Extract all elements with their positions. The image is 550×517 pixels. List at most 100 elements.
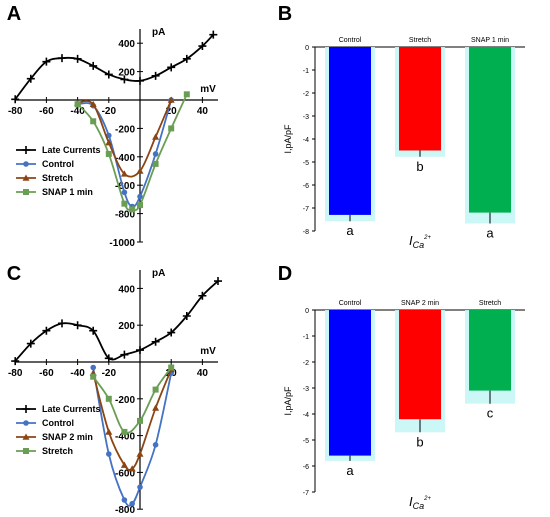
data-point [120,350,129,359]
data-point [11,357,20,366]
category-label: SNAP 1 min [471,37,509,44]
y-axis-title: I,pA/pF [283,386,293,416]
legend-entry: Stretch [42,173,73,183]
data-point [167,328,176,337]
data-point [137,193,143,200]
legend-entry: SNAP 1 min [42,187,93,197]
category-label: Stretch [479,300,501,307]
legend-marker [22,174,30,181]
legend-marker [23,420,29,426]
x-axis-title-main: I [409,233,413,248]
y-tick-label: -6 [303,183,309,190]
data-point [152,442,159,448]
data-point [168,125,175,132]
x-tick-label: 40 [197,106,209,117]
panel-letter: B [278,3,292,25]
y-tick-label: -1 [303,334,309,341]
legend-entry: Late Currents [42,404,101,414]
x-tick-label: 20 [166,106,178,117]
legend-entry: Control [42,159,74,169]
y-tick-label: 200 [118,321,135,332]
x-axis-title-main: I [409,494,413,509]
category-label: Control [339,300,362,307]
y-tick-label: -400 [115,153,135,164]
y-tick-label: -6 [303,464,309,471]
y-tick-label: -600 [115,468,135,479]
data-point [209,30,218,39]
data-point [129,500,135,507]
y-tick-label: 0 [305,308,309,315]
data-point [182,54,191,63]
data-point [26,339,35,348]
y-tick-label: -4 [303,137,309,144]
data-point [73,54,82,63]
x-axis-title: mV [200,84,216,95]
x-axis-title-sup: 2+ [423,235,431,241]
data-point [42,57,51,66]
significance-letter: b [416,434,423,449]
data-point [42,326,51,335]
data-point [58,319,66,328]
legend-marker [22,405,30,413]
x-tick-label: -20 [102,368,117,379]
x-tick-label: -80 [8,368,23,379]
data-point [152,151,159,157]
bar-snap-1-min [469,47,511,213]
data-point [121,189,128,196]
data-point [105,428,113,435]
y-tick-label: 400 [118,39,135,50]
data-point [121,497,128,503]
data-point [58,54,66,63]
x-axis-title-sub: Ca [413,240,425,248]
y-tick-label: 200 [118,68,135,79]
data-point [198,42,207,51]
data-point [167,63,176,72]
panel-letter: C [7,263,21,285]
y-tick-label: -5 [303,438,309,445]
data-point [182,312,191,320]
y-tick-label: -800 [115,505,135,516]
data-point [104,354,113,363]
x-axis-title-sub: Ca [413,501,425,511]
data-point [89,100,97,108]
data-point [136,167,144,174]
bar-snap-2-min [399,310,441,420]
significance-letter: b [416,159,423,174]
y-tick-label: -400 [115,432,135,443]
x-tick-label: -60 [39,368,54,379]
y-tick-label: -7 [303,490,309,497]
x-tick-label: -80 [8,106,23,117]
legend-entry: Late Currents [42,145,101,155]
data-point [168,364,175,371]
significance-letter: a [486,226,494,241]
legend-marker [22,146,30,154]
bar-stretch [469,310,511,391]
y-tick-label: -3 [303,114,309,121]
legend-marker [22,433,30,440]
panel-a-line-chart: ApA mV -80 -60 -40 -20 20 40 400 200 -200 -400 -600 -… [7,3,218,248]
data-point [120,461,128,468]
data-point [11,95,20,104]
data-point [120,170,128,177]
data-point [104,70,113,79]
panel-c-line-chart: CpAmV-80-60-40-202040400200-200-400-600-… [7,263,222,516]
data-point [120,75,129,84]
y-tick-label: -800 [115,210,135,221]
data-point [26,74,35,83]
y-tick-label: -1 [303,68,309,75]
x-tick-label: -60 [39,106,54,117]
data-point [152,133,160,140]
y-tick-label: 400 [118,284,135,295]
data-point [183,91,190,98]
data-point [152,160,159,167]
data-point [151,337,160,346]
legend-marker [23,161,29,167]
data-point [136,450,144,457]
data-point [167,96,175,103]
y-tick-label: -2 [303,91,309,98]
panel-d-bar-chart: D 0 -1 -2 -3 -4 -5 -6 -7 I,pA/pF Control a SNAP 2 mi… [278,263,525,511]
data-point [136,76,144,85]
legend-marker [23,189,29,195]
y-tick-label: -200 [115,395,135,406]
